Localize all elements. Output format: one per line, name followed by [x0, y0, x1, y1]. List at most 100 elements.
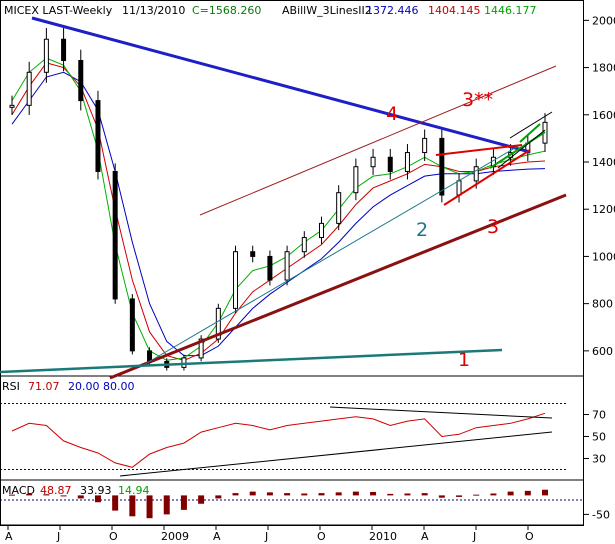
- time-tick-label: J: [472, 530, 476, 543]
- macd-bar: [94, 495, 101, 503]
- candle-body: [439, 137, 445, 196]
- time-tick-label: 2010: [369, 530, 397, 543]
- macd-histogram: [9, 489, 548, 519]
- macd-bar: [335, 492, 342, 496]
- macd-bar: [163, 495, 170, 515]
- macd-bar: [438, 495, 445, 498]
- macd-bar: [266, 492, 273, 496]
- macd-bar: [112, 495, 119, 511]
- candle-body: [95, 100, 101, 172]
- macd-bar: [26, 493, 33, 496]
- macd-bar: [129, 495, 136, 517]
- trendline-3-support: [109, 193, 567, 380]
- indicator-value-3: 1446.177: [484, 4, 537, 17]
- candle-body: [353, 166, 359, 194]
- candle-body: [198, 338, 204, 359]
- macd-bar: [542, 489, 548, 496]
- macd-bar: [456, 495, 463, 497]
- candle-body: [78, 59, 84, 102]
- rsi-lower-level: 20.00: [68, 380, 100, 393]
- macd-value-2: 33.93: [80, 484, 112, 497]
- trendline-4-resistance: [31, 16, 531, 154]
- macd-bar: [507, 491, 514, 496]
- rsi-tick-label: 50: [592, 431, 606, 444]
- rsi-line: [11, 412, 546, 468]
- candle-body: [301, 237, 307, 253]
- price-candles: [9, 27, 548, 371]
- time-tick-label: 2009: [161, 530, 189, 543]
- rsi-support-line: [119, 431, 553, 477]
- candle-body: [422, 137, 428, 154]
- rsi-tick-label: 30: [592, 453, 606, 466]
- candle-body: [233, 251, 239, 309]
- time-tick-label: O: [109, 530, 118, 543]
- macd-bar: [421, 493, 428, 496]
- candle-body: [267, 255, 273, 281]
- macd-bar: [490, 493, 497, 496]
- candle-body: [215, 307, 221, 340]
- macd-bar: [249, 491, 256, 496]
- green-moving-average: [11, 57, 546, 361]
- candle-body: [26, 71, 32, 106]
- candle-body: [473, 166, 479, 182]
- red-moving-average: [11, 62, 546, 361]
- trendline-label-1: 1: [458, 349, 470, 371]
- macd-bar: [215, 495, 222, 499]
- trendline-3-star-channel: [199, 65, 557, 216]
- macd-value-1: 48.87: [40, 484, 72, 497]
- macd-bar: [301, 493, 308, 496]
- macd-bar: [352, 491, 359, 496]
- triangle-pattern: [435, 144, 531, 206]
- time-tick-label: J: [264, 530, 268, 543]
- indicator-value-1: 1372.446: [366, 4, 419, 17]
- price-tick-label: 1400: [592, 156, 615, 169]
- rsi-tick-label: 70: [592, 409, 606, 422]
- macd-bar: [198, 495, 205, 504]
- price-tick-label: 1600: [592, 109, 615, 122]
- macd-tick-label: -50: [592, 508, 610, 521]
- macd-value-3: 14.94: [118, 484, 150, 497]
- macd-bar: [370, 491, 377, 496]
- candle-body: [370, 156, 376, 168]
- date-label: 11/13/2010: [122, 4, 185, 17]
- rsi-value: 71.07: [28, 380, 60, 393]
- macd-bar: [404, 493, 411, 496]
- price-tick-label: 1200: [592, 203, 615, 216]
- candle-body: [9, 104, 15, 108]
- price-tick-label: 1000: [592, 250, 615, 263]
- macd-bar: [284, 493, 291, 496]
- macd-bar: [232, 493, 239, 496]
- candle-body: [129, 298, 135, 352]
- time-tick-label: A: [213, 530, 221, 543]
- candle-body: [456, 180, 462, 196]
- macd-bar: [9, 494, 15, 496]
- price-tick-label: 2000: [592, 14, 615, 27]
- time-tick-label: O: [525, 530, 534, 543]
- candle-body: [336, 192, 342, 224]
- rsi-axis: 30 50 70: [584, 409, 606, 466]
- macd-bar: [43, 494, 50, 496]
- macd-label: MACD: [2, 484, 35, 497]
- time-tick-label: O: [317, 530, 326, 543]
- trendline-label-2: 2: [416, 219, 428, 241]
- candle-body: [387, 156, 393, 172]
- price-tick-label: 800: [592, 298, 613, 311]
- macd-bar: [180, 495, 187, 510]
- blue-moving-average: [11, 71, 546, 357]
- macd-bar: [524, 490, 531, 496]
- trendline-2: [144, 144, 521, 365]
- macd-axis: -50: [584, 508, 610, 521]
- candle-body: [43, 38, 49, 73]
- trendline-label-3: 3: [487, 216, 499, 238]
- rsi-resistance-line: [329, 406, 553, 419]
- macd-bar: [77, 495, 84, 499]
- rsi-upper-level: 80.00: [103, 380, 135, 393]
- indicator-value-2: 1404.145: [428, 4, 481, 17]
- candle-body: [284, 251, 290, 281]
- time-axis: A J O 2009 A J O 2010 A J O: [5, 525, 534, 543]
- breakout-channel: [497, 111, 553, 169]
- candle-body: [112, 170, 118, 300]
- time-tick-label: A: [421, 530, 429, 543]
- candle-body: [147, 350, 153, 362]
